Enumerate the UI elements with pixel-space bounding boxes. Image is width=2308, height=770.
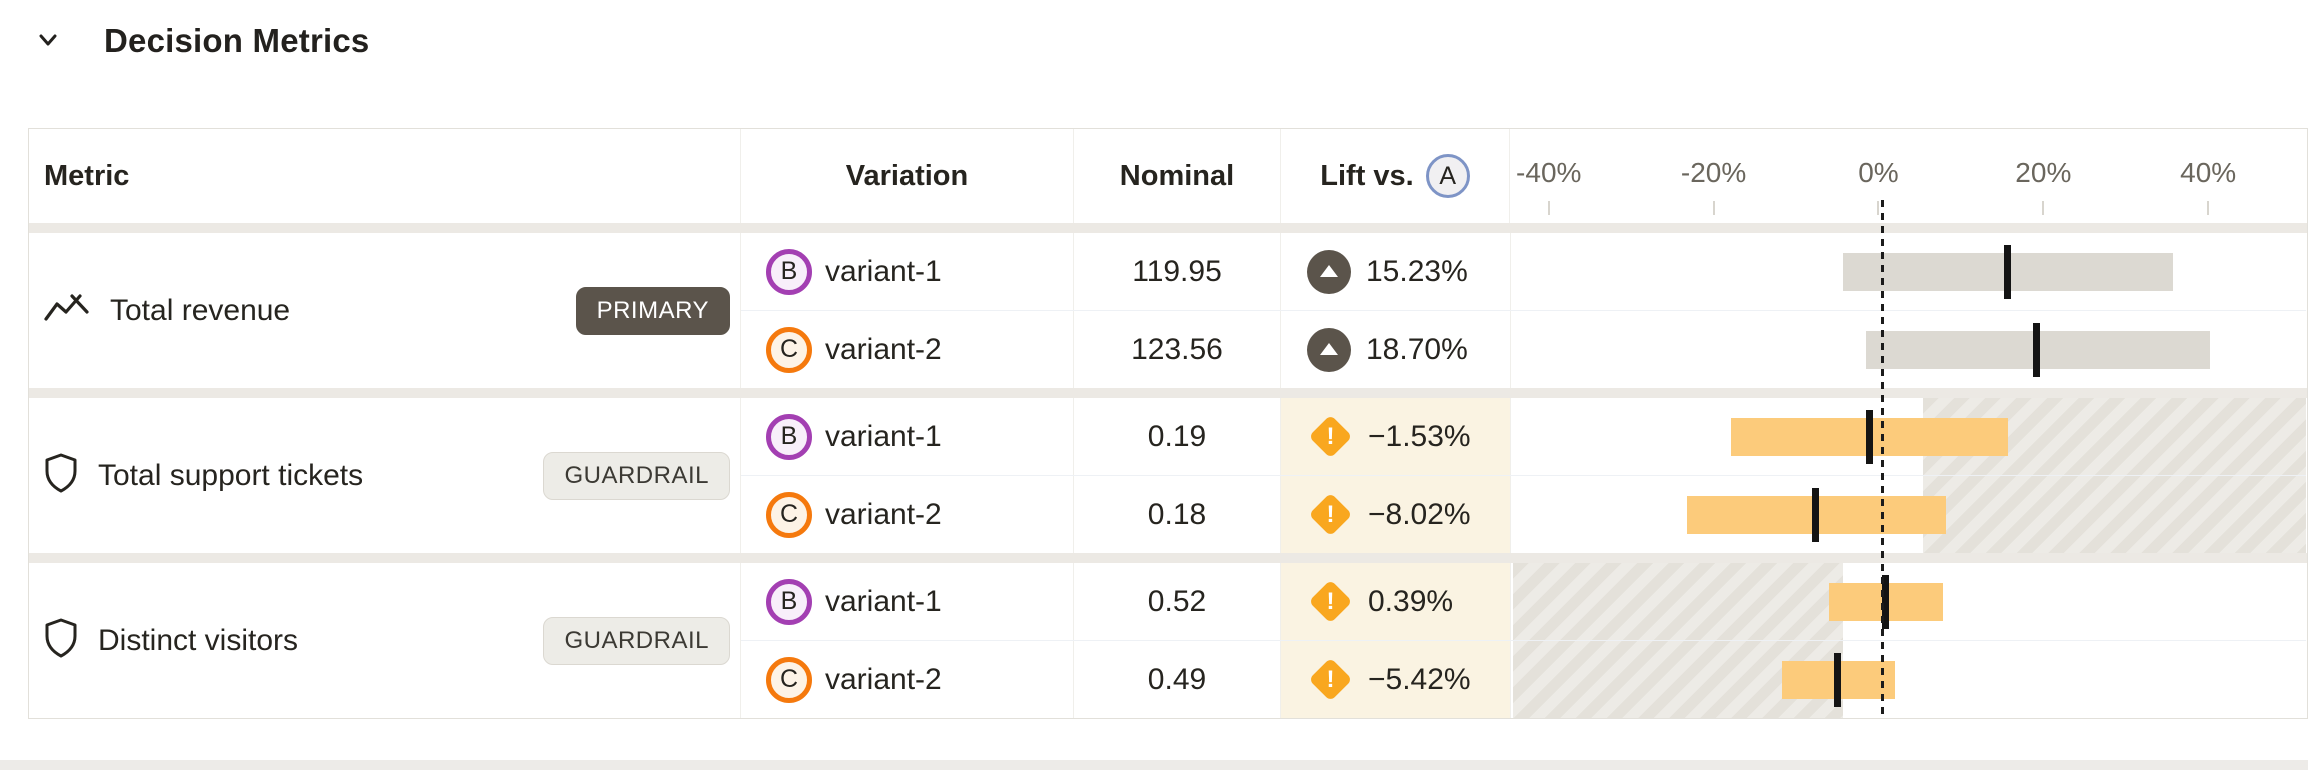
guardrail-badge: GUARDRAIL — [543, 451, 730, 500]
point-estimate-marker — [1833, 652, 1841, 707]
variant-row: B variant-1 0.19 ! −1.53% — [741, 398, 1513, 475]
variant-row: C variant-2 123.56 18.70% — [741, 311, 1513, 388]
lift-chart-cell — [1513, 563, 2306, 718]
lift-vs-label: Lift vs. — [1320, 159, 1414, 192]
variant-name: variant-1 — [825, 254, 942, 288]
point-estimate-marker — [2004, 244, 2012, 299]
trend-line-icon — [44, 291, 90, 330]
metric-name[interactable]: Distinct visitors — [98, 623, 299, 657]
axis-tick-label: -20% — [1680, 157, 1747, 188]
warning-icon: ! — [1307, 579, 1353, 625]
variant-name: variant-2 — [825, 497, 942, 531]
column-header-lift: Lift vs. A — [1281, 129, 1510, 223]
variant-name: variant-2 — [825, 332, 942, 366]
metric-cell: Total revenue PRIMARY — [29, 233, 741, 388]
nominal-value: 0.18 — [1074, 476, 1281, 553]
warning-icon: ! — [1307, 414, 1353, 460]
shield-icon — [44, 453, 78, 498]
nominal-value: 0.49 — [1074, 641, 1281, 718]
axis-tick-mark — [2042, 201, 2045, 215]
lift-value: −8.02% — [1368, 497, 1471, 531]
section-header: Decision Metrics — [30, 22, 369, 60]
lift-value: −1.53% — [1368, 419, 1471, 453]
table-header-row: Metric Variation Nominal Lift vs. A -40%… — [29, 129, 2307, 223]
nominal-value: 119.95 — [1074, 233, 1281, 310]
metric-name[interactable]: Total support tickets — [98, 458, 364, 492]
lift-chart-cell — [1513, 233, 2306, 388]
nominal-value: 123.56 — [1074, 311, 1281, 388]
variant-c-chip: C — [766, 326, 812, 373]
metric-cell: Distinct visitors GUARDRAIL — [29, 563, 741, 718]
lift-up-icon — [1307, 327, 1351, 372]
collapse-section-button[interactable] — [30, 23, 66, 59]
confidence-interval-row — [1513, 311, 2306, 388]
warning-icon: ! — [1307, 657, 1353, 703]
shield-icon — [44, 618, 78, 663]
variant-b-chip: B — [766, 413, 812, 460]
axis-tick-label: 0% — [1858, 157, 1899, 188]
axis-tick-label: 40% — [2180, 157, 2237, 188]
lift-value: 18.70% — [1366, 332, 1468, 366]
axis-tick-label: 20% — [2015, 157, 2072, 188]
variant-name: variant-1 — [825, 584, 942, 618]
metric-cell: Total support tickets GUARDRAIL — [29, 398, 741, 553]
variant-row: C variant-2 0.49 ! −5.42% — [741, 641, 1513, 718]
variant-b-chip: B — [766, 578, 812, 625]
metric-group-distinct-visitors: Distinct visitors GUARDRAIL B variant-1 … — [29, 563, 2307, 718]
lift-up-icon — [1307, 249, 1351, 294]
column-header-metric: Metric — [29, 129, 741, 223]
metric-name[interactable]: Total revenue — [110, 293, 291, 327]
variant-row: B variant-1 119.95 15.23% — [741, 233, 1513, 310]
baseline-variant-chip[interactable]: A — [1425, 154, 1470, 198]
nominal-value: 0.52 — [1074, 563, 1281, 640]
point-estimate-marker — [1865, 409, 1873, 464]
metric-group-total-revenue: Total revenue PRIMARY B variant-1 119.95… — [29, 233, 2307, 388]
point-estimate-marker — [1881, 574, 1889, 629]
variant-b-chip: B — [766, 248, 812, 295]
primary-badge: PRIMARY — [575, 286, 730, 335]
point-estimate-marker — [1812, 487, 1820, 542]
decision-metrics-table: Metric Variation Nominal Lift vs. A -40%… — [28, 128, 2308, 719]
chevron-down-icon — [33, 25, 63, 58]
confidence-interval-row — [1513, 233, 2306, 310]
group-separator — [29, 388, 2307, 398]
axis-tick-mark — [1547, 201, 1550, 215]
confidence-interval-row — [1513, 398, 2306, 475]
point-estimate-marker — [2032, 322, 2040, 377]
section-title: Decision Metrics — [104, 22, 370, 59]
variant-c-chip: C — [766, 656, 812, 703]
confidence-interval-row — [1513, 641, 2306, 718]
column-header-variation: Variation — [741, 129, 1074, 223]
lift-value: 0.39% — [1368, 584, 1454, 618]
variant-c-chip: C — [766, 491, 812, 538]
guardrail-badge: GUARDRAIL — [543, 616, 730, 665]
confidence-interval-row — [1513, 563, 2306, 640]
axis-tick-label: -40% — [1516, 157, 1582, 188]
nominal-value: 0.19 — [1074, 398, 1281, 475]
lift-chart-cell — [1513, 398, 2306, 553]
variant-row: B variant-1 0.52 ! 0.39% — [741, 563, 1513, 640]
axis-tick-mark — [2207, 201, 2210, 215]
confidence-interval-row — [1513, 476, 2306, 553]
next-section-edge — [0, 760, 2308, 770]
warning-icon: ! — [1307, 492, 1353, 538]
group-separator — [29, 553, 2307, 563]
metric-group-total-support-tickets: Total support tickets GUARDRAIL B varian… — [29, 398, 2307, 553]
variant-name: variant-2 — [825, 662, 942, 696]
axis-tick-mark — [1712, 201, 1715, 215]
lift-value: −5.42% — [1368, 662, 1471, 696]
group-separator — [29, 223, 2307, 233]
lift-axis-header: -40% -20% 0% 20% 40% — [1510, 129, 2303, 223]
variant-name: variant-1 — [825, 419, 942, 453]
lift-value: 15.23% — [1366, 254, 1468, 288]
variant-row: C variant-2 0.18 ! −8.02% — [741, 476, 1513, 553]
column-header-nominal: Nominal — [1074, 129, 1281, 223]
axis-tick-mark — [1877, 201, 1880, 215]
